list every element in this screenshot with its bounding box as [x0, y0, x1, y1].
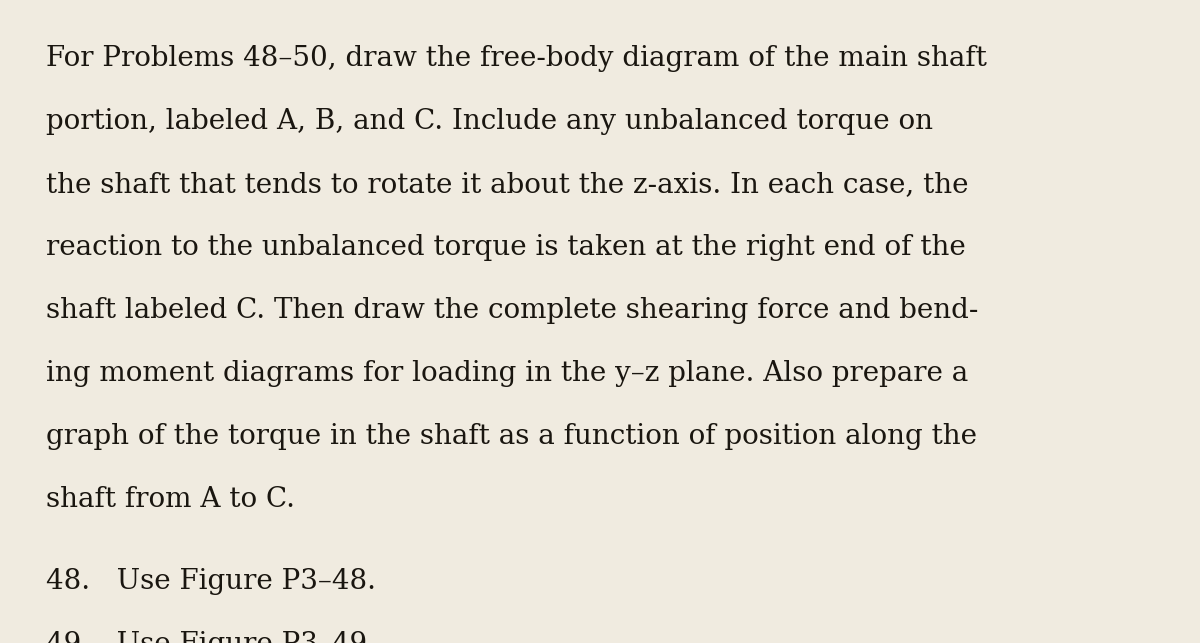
Text: For Problems 48–50, draw the free-body diagram of the main shaft: For Problems 48–50, draw the free-body d… — [46, 45, 986, 72]
Text: portion, labeled A, B, and C. Include any unbalanced torque on: portion, labeled A, B, and C. Include an… — [46, 108, 932, 135]
Text: ing moment diagrams for loading in the y–z plane. Also prepare a: ing moment diagrams for loading in the y… — [46, 360, 968, 387]
Text: the shaft that tends to rotate it about the z-axis. In each case, the: the shaft that tends to rotate it about … — [46, 171, 968, 198]
Text: graph of the torque in the shaft as a function of position along the: graph of the torque in the shaft as a fu… — [46, 423, 977, 450]
Text: shaft labeled C. Then draw the complete shearing force and bend-: shaft labeled C. Then draw the complete … — [46, 297, 978, 324]
Text: reaction to the unbalanced torque is taken at the right end of the: reaction to the unbalanced torque is tak… — [46, 234, 965, 261]
Text: shaft from A to C.: shaft from A to C. — [46, 486, 295, 513]
Text: 49.   Use Figure P3–49.: 49. Use Figure P3–49. — [46, 631, 376, 643]
Text: 48.   Use Figure P3–48.: 48. Use Figure P3–48. — [46, 568, 376, 595]
